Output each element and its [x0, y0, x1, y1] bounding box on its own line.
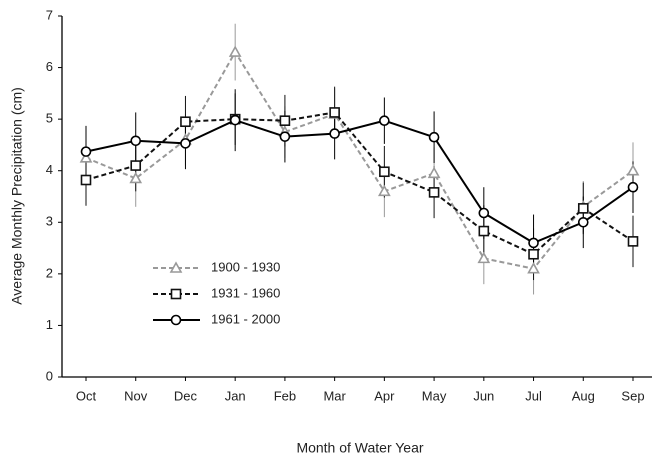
data-point: [528, 237, 539, 249]
data-point: [79, 151, 93, 163]
data-point: [329, 128, 340, 139]
data-point: [528, 248, 539, 260]
data-point: [478, 207, 490, 219]
series-line: [85, 50, 634, 270]
data-point: [379, 166, 390, 178]
y-tick-label: 2: [46, 265, 53, 280]
data-point: [379, 115, 390, 126]
data-point: [626, 164, 640, 176]
data-point: [130, 135, 142, 147]
data-point: [577, 216, 589, 228]
data-point: [279, 115, 291, 126]
legend-marker: [170, 314, 182, 326]
x-tick-label: Apr: [374, 388, 395, 403]
data-point: [477, 251, 491, 264]
data-point: [527, 262, 540, 274]
data-point: [229, 114, 241, 126]
data-point: [378, 184, 391, 197]
legend-label: 1900 - 1930: [211, 259, 280, 274]
y-tick-label: 5: [46, 111, 53, 126]
data-point: [577, 203, 589, 214]
y-tick-label: 0: [46, 368, 53, 383]
y-tick-label: 3: [46, 214, 53, 229]
legend-marker: [170, 288, 182, 300]
series-line: [85, 119, 634, 245]
series-line: [85, 111, 634, 256]
x-tick-label: Jun: [473, 388, 494, 403]
x-tick-label: May: [422, 388, 447, 403]
data-point: [130, 160, 142, 171]
legend-marker: [169, 261, 183, 273]
data-point: [180, 116, 191, 128]
data-point: [279, 131, 291, 142]
x-tick-label: Jan: [225, 388, 246, 403]
y-tick-label: 1: [46, 317, 53, 332]
y-tick-label: 6: [46, 59, 53, 74]
y-axis-label: Average Monthly Precipitation (cm): [9, 87, 25, 305]
data-point: [427, 166, 441, 179]
legend-label: 1931 - 1960: [211, 285, 280, 300]
x-tick-label: Sep: [621, 388, 644, 403]
x-tick-label: Aug: [572, 388, 595, 403]
x-tick-label: Mar: [323, 388, 346, 403]
y-tick-label: 7: [46, 7, 53, 22]
legend-label: 1961 - 2000: [211, 311, 280, 326]
x-axis-label: Month of Water Year: [296, 440, 423, 456]
data-point: [180, 138, 191, 149]
data-point: [428, 131, 440, 143]
x-tick-label: Oct: [76, 388, 97, 403]
y-tick-label: 4: [46, 162, 53, 177]
x-tick-label: Dec: [174, 388, 198, 403]
x-tick-label: Jul: [525, 388, 542, 403]
x-tick-label: Nov: [124, 388, 148, 403]
data-point: [129, 171, 143, 184]
data-point: [329, 107, 340, 118]
data-point: [80, 174, 92, 186]
data-point: [627, 181, 639, 193]
x-tick-label: Feb: [274, 388, 296, 403]
data-point: [80, 146, 92, 157]
data-point: [428, 187, 440, 198]
data-point: [228, 45, 242, 57]
data-point: [627, 236, 639, 247]
data-point: [478, 225, 490, 237]
